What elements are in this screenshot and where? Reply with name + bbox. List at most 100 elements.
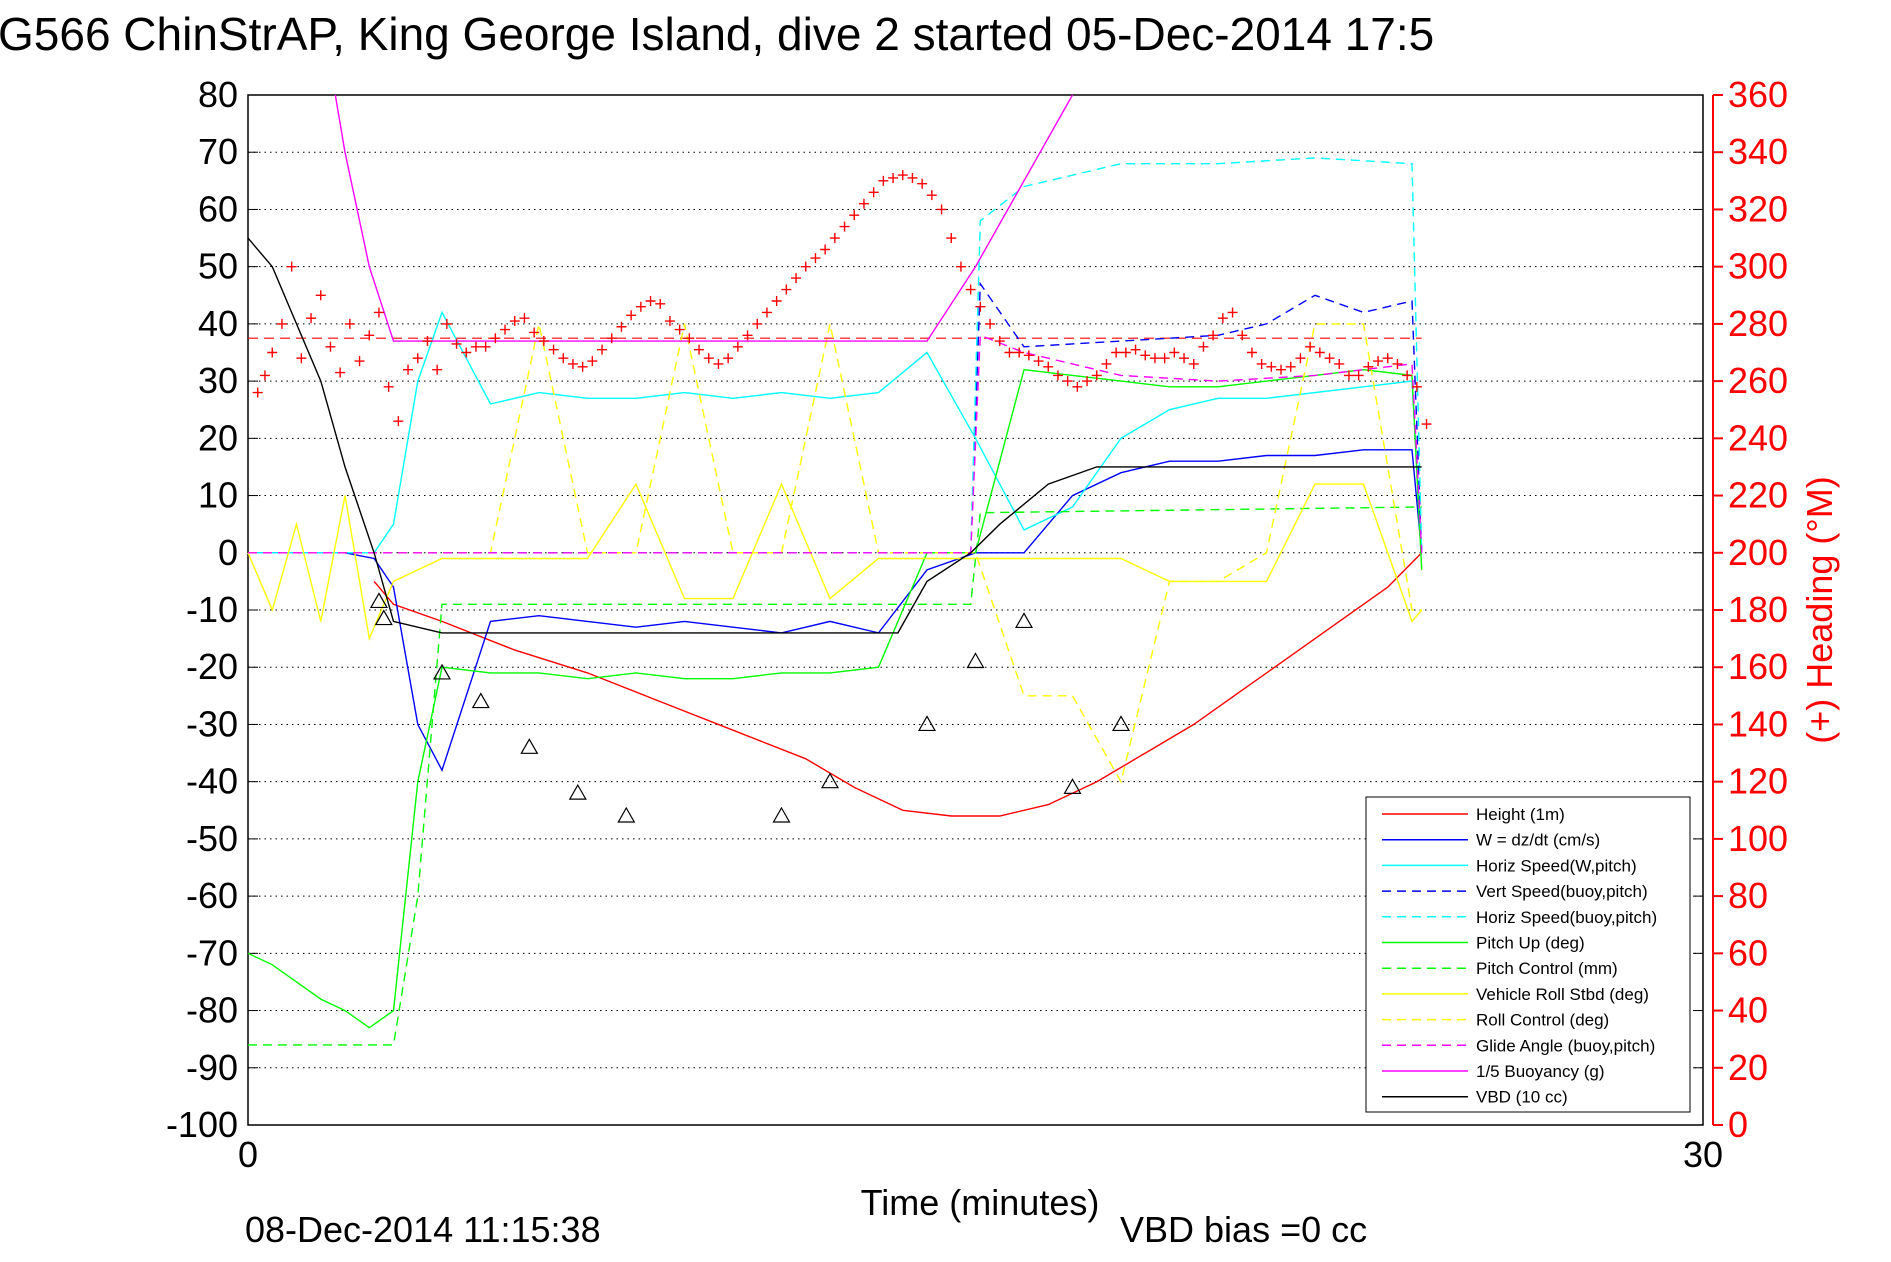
heading-point-17 — [412, 353, 423, 364]
x-tick-label-1: 30 — [1683, 1134, 1723, 1175]
heading-point-119 — [1402, 370, 1413, 381]
triangle-marker-7 — [772, 806, 791, 823]
heading-point-88 — [1101, 358, 1112, 369]
heading-point-22 — [461, 347, 472, 358]
triangle-marker-6 — [617, 806, 636, 823]
chart-title: G566 ChinStrAP, King George Island, dive… — [0, 8, 1434, 60]
left-axis-ticks: 80 70 60 50 40 30 20 10 0 -10 -20 -30 -40 -50 -60 -70 -8… — [166, 74, 258, 1145]
heading-point-30 — [538, 336, 549, 347]
left-tick-label-8: 0 — [218, 532, 238, 573]
heading-point-120 — [1411, 381, 1422, 392]
heading-point-13 — [373, 307, 384, 318]
heading-point-100 — [1217, 313, 1228, 324]
triangle-marker-12 — [1063, 778, 1082, 794]
heading-point-121 — [1421, 419, 1432, 430]
heading-point-98 — [1198, 341, 1209, 352]
heading-point-48 — [713, 358, 724, 369]
legend-label-2: Horiz Speed(W,pitch) — [1476, 856, 1637, 875]
heading-point-75 — [975, 301, 986, 312]
heading-point-78 — [1004, 347, 1015, 358]
series-line-7 — [247, 482, 1423, 642]
left-tick-label-15: -70 — [186, 932, 238, 973]
heading-point-116 — [1373, 356, 1384, 367]
triangle-marker-0 — [369, 592, 388, 609]
heading-point-42 — [655, 298, 666, 309]
series-line-1 — [248, 449, 1423, 772]
legend-label-7: Vehicle Roll Stbd (deg) — [1476, 985, 1649, 1004]
heading-point-24 — [480, 341, 491, 352]
left-tick-label-5: 30 — [198, 360, 238, 401]
left-tick-label-9: -10 — [186, 589, 238, 630]
heading-point-39 — [626, 310, 637, 321]
right-tick-label-5: 260 — [1728, 360, 1788, 401]
heading-point-37 — [606, 333, 617, 344]
heading-point-8 — [325, 341, 336, 352]
heading-point-58 — [810, 253, 821, 264]
right-tick-label-18: 0 — [1728, 1104, 1748, 1145]
right-tick-label-9: 180 — [1728, 589, 1788, 630]
series-line-5 — [247, 368, 1423, 1029]
heading-point-108 — [1295, 353, 1306, 364]
right-tick-label-1: 340 — [1728, 131, 1788, 172]
heading-point-4 — [286, 261, 297, 272]
triangle-marker-11 — [1014, 612, 1034, 629]
heading-point-111 — [1324, 353, 1335, 364]
heading-point-44 — [674, 324, 685, 335]
right-tick-label-11: 140 — [1728, 703, 1788, 744]
series-line-0 — [373, 552, 1423, 817]
heading-point-32 — [558, 353, 569, 364]
triangle-marker-5 — [568, 783, 587, 800]
heading-point-57 — [800, 261, 811, 272]
heading-point-28 — [519, 313, 530, 324]
legend-label-0: Height (1m) — [1476, 805, 1565, 824]
x-axis-ticks: 0 30 — [238, 1115, 1723, 1175]
heading-point-102 — [1237, 330, 1248, 341]
heading-point-68 — [907, 172, 918, 183]
heading-point-97 — [1188, 358, 1199, 369]
heading-point-77 — [994, 336, 1005, 347]
legend-label-8: Roll Control (deg) — [1476, 1011, 1609, 1030]
legend-label-5: Pitch Up (deg) — [1476, 934, 1585, 953]
left-tick-label-1: 70 — [198, 131, 238, 172]
heading-point-31 — [548, 344, 559, 355]
heading-point-65 — [878, 175, 889, 186]
right-tick-label-14: 80 — [1728, 875, 1768, 916]
series-line-4 — [248, 157, 1423, 554]
triangle-marker-10 — [966, 652, 985, 669]
right-tick-label-3: 300 — [1728, 246, 1788, 287]
heading-point-76 — [985, 318, 996, 329]
heading-point-34 — [577, 361, 588, 372]
right-tick-label-15: 60 — [1728, 932, 1768, 973]
x-tick-label-0: 0 — [238, 1134, 258, 1175]
heading-point-29 — [529, 327, 540, 338]
left-tick-label-18: -100 — [166, 1104, 238, 1145]
heading-point-43 — [664, 316, 675, 327]
heading-point-25 — [490, 333, 501, 344]
heading-point-93 — [1149, 353, 1160, 364]
heading-point-91 — [1130, 344, 1141, 355]
heading-point-99 — [1208, 330, 1219, 341]
heading-point-21 — [451, 338, 462, 349]
triangle-marker-3 — [471, 692, 490, 709]
left-tick-label-2: 60 — [198, 188, 238, 229]
footer-timestamp: 08-Dec-2014 11:15:38 — [245, 1209, 601, 1250]
legend-label-3: Vert Speed(buoy,pitch) — [1476, 882, 1648, 901]
right-tick-label-16: 40 — [1728, 990, 1768, 1031]
series-line-2 — [248, 310, 1423, 554]
right-tick-label-2: 320 — [1728, 188, 1788, 229]
left-tick-label-7: 10 — [198, 475, 238, 516]
heading-point-72 — [946, 233, 957, 244]
right-tick-label-4: 280 — [1728, 303, 1788, 344]
heading-point-63 — [858, 198, 869, 209]
heading-point-86 — [1082, 376, 1093, 387]
heading-point-101 — [1227, 307, 1238, 318]
heading-point-36 — [597, 344, 608, 355]
right-tick-label-7: 220 — [1728, 475, 1788, 516]
heading-point-113 — [1343, 370, 1354, 381]
heading-point-40 — [635, 301, 646, 312]
heading-point-55 — [781, 284, 792, 295]
left-tick-label-0: 80 — [198, 74, 238, 115]
heading-point-106 — [1276, 364, 1287, 375]
triangle-marker-13 — [1111, 715, 1131, 732]
